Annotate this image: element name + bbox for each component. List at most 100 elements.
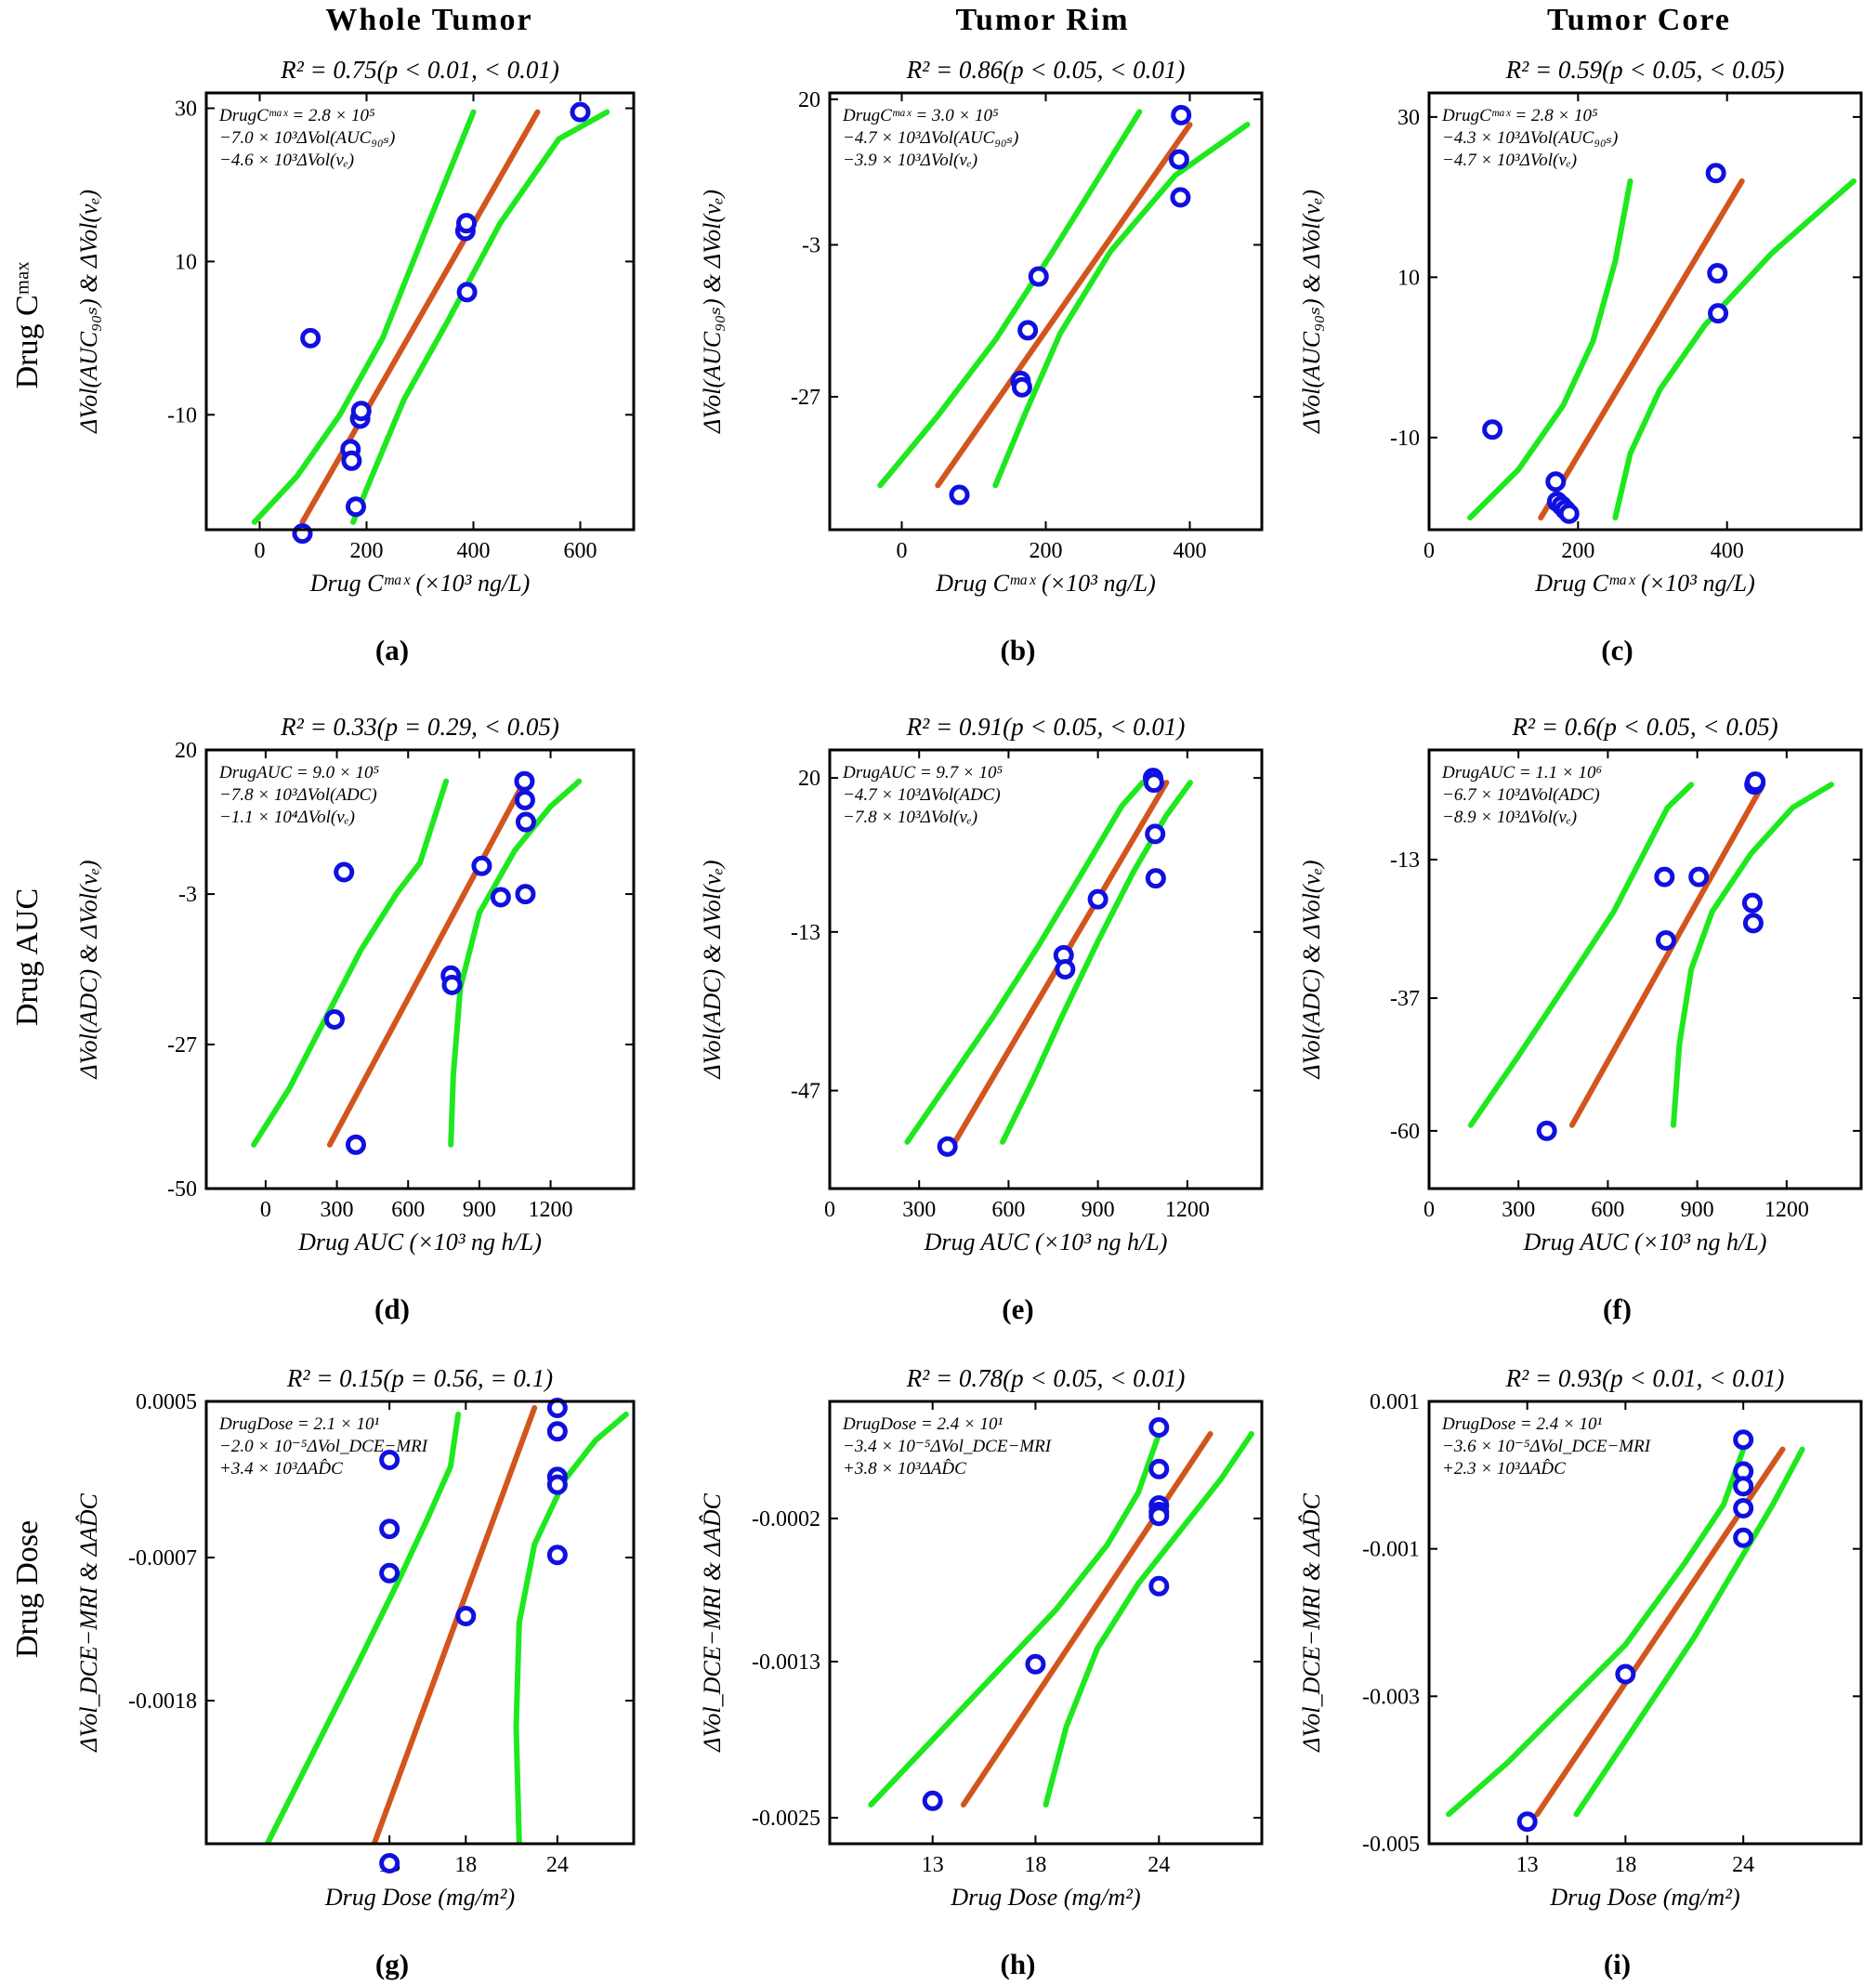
panel-label-c: (c) bbox=[1601, 634, 1633, 666]
data-point bbox=[1055, 959, 1076, 979]
equation-line: DrugCᵐᵃˣ = 2.8 × 10⁵ bbox=[1441, 106, 1598, 125]
x-tick-label: 0 bbox=[255, 539, 266, 563]
x-axis-label: Drug Dose (mg/m²) bbox=[950, 1884, 1140, 1911]
y-tick-label: -50 bbox=[167, 1177, 197, 1202]
plot-area-d bbox=[251, 778, 583, 1148]
data-point bbox=[1168, 149, 1189, 170]
y-axis-label: ΔVol_DCE−MRI & ΔAD̂C bbox=[75, 1492, 102, 1752]
data-point bbox=[1170, 187, 1191, 208]
x-axis-label: Drug AUC (×10³ ng h/L) bbox=[924, 1229, 1168, 1255]
panel-title-g: R² = 0.15(p = 0.56, = 0.1) bbox=[286, 1364, 553, 1392]
data-point bbox=[379, 1450, 400, 1470]
column-title-tumor-core: Tumor Core bbox=[1547, 3, 1731, 37]
confidence-band-lower bbox=[448, 778, 583, 1148]
confidence-band-lower bbox=[1043, 1431, 1254, 1808]
data-point bbox=[1733, 1429, 1754, 1451]
data-point bbox=[379, 1562, 400, 1584]
y-axis-label: ΔVol_DCE−MRI & ΔAD̂C bbox=[1298, 1492, 1325, 1752]
x-tick-label: 0 bbox=[824, 1198, 835, 1222]
y-tick-label: -60 bbox=[1390, 1120, 1420, 1144]
column-title-whole-tumor: Whole Tumor bbox=[325, 3, 532, 37]
x-tick-label: 1200 bbox=[1165, 1198, 1210, 1222]
y-axis-label: ΔVol(AUC₉₀ₛ) & ΔVol(vₑ) bbox=[699, 190, 726, 434]
data-point bbox=[379, 1853, 400, 1873]
equation-line: −4.6 × 10³ΔVol(vₑ) bbox=[219, 151, 354, 170]
data-point bbox=[1688, 866, 1710, 887]
equation-line: +3.8 × 10³ΔAD̂C bbox=[843, 1459, 966, 1479]
y-tick-label: -27 bbox=[167, 1033, 197, 1058]
data-point bbox=[570, 101, 591, 123]
data-point bbox=[1707, 263, 1728, 284]
regression-line bbox=[960, 1431, 1213, 1808]
y-axis-label: ΔVol(ADC) & ΔVol(vₑ) bbox=[699, 860, 726, 1079]
x-tick-label: 900 bbox=[463, 1198, 496, 1222]
panel-label-f: (f) bbox=[1603, 1293, 1632, 1325]
data-point bbox=[515, 811, 536, 833]
plot-area-b bbox=[877, 109, 1251, 489]
data-point bbox=[1741, 892, 1763, 914]
data-point bbox=[1025, 1653, 1046, 1675]
confidence-band-upper bbox=[1446, 1446, 1747, 1818]
confidence-band-lower bbox=[1612, 177, 1856, 521]
y-tick-label: -3 bbox=[802, 233, 820, 257]
y-tick-label: -0.0025 bbox=[752, 1807, 820, 1831]
data-point bbox=[292, 523, 313, 545]
data-point bbox=[350, 401, 372, 422]
y-tick-label: 0.0005 bbox=[136, 1390, 197, 1414]
panel-e: R² = 0.91(p < 0.05, < 0.01) 0 300 600 900 120… bbox=[699, 713, 1264, 1325]
panel-label-d: (d) bbox=[374, 1293, 410, 1325]
axes-frame-a bbox=[204, 91, 636, 532]
data-point bbox=[1558, 503, 1580, 524]
equation-line: DrugAUC = 9.0 × 10⁵ bbox=[218, 763, 380, 782]
data-point bbox=[300, 327, 321, 348]
data-point bbox=[949, 484, 970, 506]
y-tick-label: 10 bbox=[1397, 266, 1420, 290]
axes-frame-i bbox=[1427, 1400, 1863, 1846]
confidence-band-upper bbox=[251, 109, 477, 525]
equation-line: −4.7 × 10³ΔVol(vₑ) bbox=[1442, 151, 1577, 170]
x-tick-label: 24 bbox=[1148, 1853, 1170, 1877]
data-point bbox=[1145, 823, 1166, 845]
data-point bbox=[1742, 913, 1764, 934]
data-point bbox=[1733, 1476, 1754, 1497]
x-tick-label: 0 bbox=[260, 1198, 271, 1222]
panel-a: R² = 0.75(p < 0.01, < 0.01) 0 200 400 600 -10… bbox=[75, 56, 636, 666]
y-axis-label: ΔVol(AUC₉₀ₛ) & ΔVol(vₑ) bbox=[75, 190, 102, 434]
data-point bbox=[455, 1606, 477, 1626]
panel-label-i: (i) bbox=[1604, 1948, 1631, 1980]
data-point bbox=[1145, 868, 1166, 889]
y-axis-label: ΔVol_DCE−MRI & ΔAD̂C bbox=[699, 1492, 726, 1752]
x-tick-label: 600 bbox=[391, 1198, 425, 1222]
data-point bbox=[1655, 929, 1676, 951]
panel-title-d: R² = 0.33(p = 0.29, < 0.05) bbox=[280, 713, 559, 741]
panel-label-h: (h) bbox=[1001, 1948, 1036, 1980]
x-tick-label: 600 bbox=[564, 539, 597, 563]
y-tick-label: -47 bbox=[791, 1080, 820, 1104]
equation-line: −4.7 × 10³ΔVol(AUC₉₀ₛ) bbox=[843, 128, 1018, 148]
data-point bbox=[471, 855, 492, 876]
x-axis-label: Drug Dose (mg/m²) bbox=[324, 1884, 515, 1911]
regression-line bbox=[371, 1405, 538, 1844]
panel-b: R² = 0.86(p < 0.05, < 0.01) 0 200 400 -27 -3 2… bbox=[699, 56, 1264, 666]
data-point bbox=[1148, 1575, 1170, 1597]
data-point bbox=[341, 450, 362, 471]
confidence-band-upper bbox=[251, 778, 450, 1148]
equation-line: −2.0 × 10⁻⁵ΔVol_DCE−MRI bbox=[219, 1437, 429, 1456]
confidence-band-upper bbox=[1467, 177, 1633, 521]
equation-line: −7.0 × 10³ΔVol(AUC₉₀ₛ) bbox=[219, 128, 395, 148]
data-point bbox=[324, 1008, 345, 1030]
regression-line bbox=[1538, 177, 1745, 521]
y-tick-label: -10 bbox=[1390, 427, 1420, 451]
x-tick-label: 300 bbox=[321, 1198, 354, 1222]
panel-title-h: R² = 0.78(p < 0.05, < 0.01) bbox=[906, 1364, 1186, 1392]
x-tick-label: 13 bbox=[922, 1853, 944, 1877]
panel-label-g: (g) bbox=[375, 1948, 409, 1980]
x-axis-label: Drug AUC (×10³ ng h/L) bbox=[297, 1229, 542, 1255]
y-tick-label: -0.003 bbox=[1362, 1685, 1420, 1709]
y-tick-label: -13 bbox=[791, 921, 820, 945]
data-point bbox=[456, 282, 478, 303]
panel-label-e: (e) bbox=[1002, 1293, 1033, 1325]
x-axis-label: Drug Dose (mg/m²) bbox=[1549, 1884, 1739, 1911]
equation-line: −7.8 × 10³ΔVol(vₑ) bbox=[843, 808, 977, 827]
